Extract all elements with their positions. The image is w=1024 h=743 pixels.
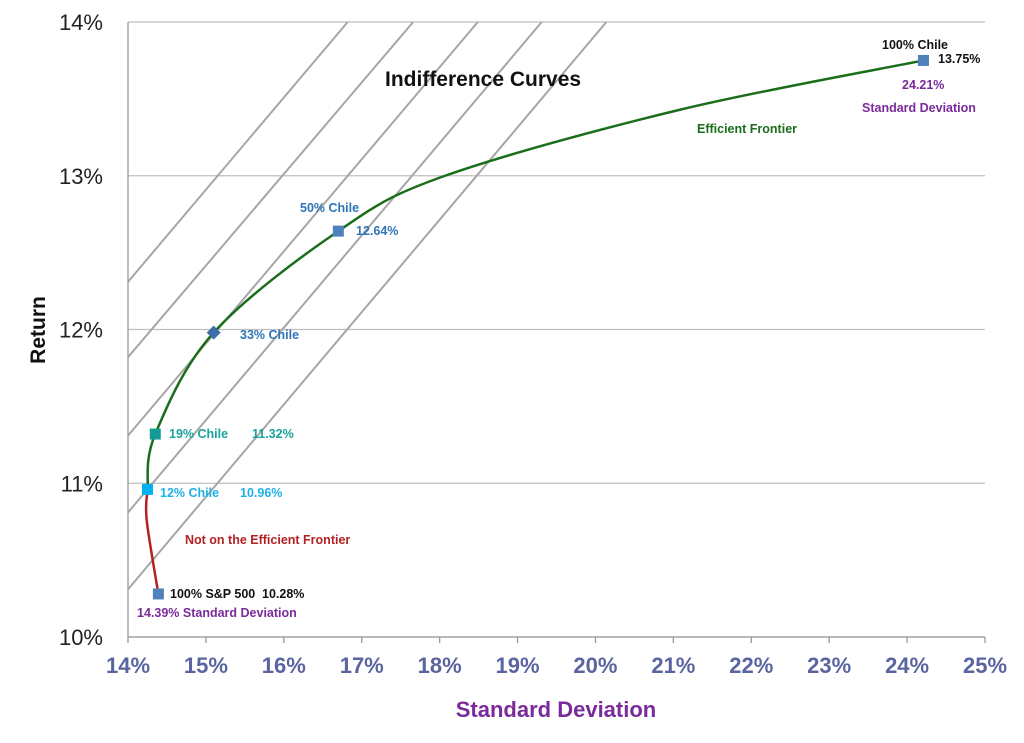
portfolio-marker	[152, 588, 164, 600]
indifference-curves-label: Indifference Curves	[385, 68, 581, 91]
y-tick-label: 13%	[59, 164, 103, 189]
chile50-label: 50% Chile	[300, 201, 359, 215]
portfolio-marker	[206, 325, 221, 340]
annotations: 100% S&P 500 10.28% 14.39% Standard Deviat…	[137, 38, 980, 620]
portfolio-marker	[332, 225, 344, 237]
y-axis-title: Return	[27, 296, 50, 364]
x-tick-label: 22%	[729, 653, 773, 678]
x-tick-label: 23%	[807, 653, 851, 678]
x-tick-label: 21%	[651, 653, 695, 678]
y-tick-label: 11%	[61, 471, 103, 496]
chile19-label: 19% Chile	[169, 427, 228, 441]
chile100-sd-label: Standard Deviation	[862, 101, 976, 115]
x-tick-label: 24%	[885, 653, 929, 678]
portfolio-marker	[141, 483, 153, 495]
x-tick-label: 18%	[418, 653, 462, 678]
portfolio-marker	[149, 428, 161, 440]
x-tick-label: 16%	[262, 653, 306, 678]
markers	[141, 54, 929, 600]
indifference-line	[127, 21, 479, 437]
chile12-return: 10.96%	[240, 486, 282, 500]
sp500-label: 100% S&P 500	[170, 587, 255, 601]
x-tick-label: 19%	[496, 653, 540, 678]
chile12-label: 12% Chile	[160, 486, 219, 500]
not-efficient-label: Not on the Efficient Frontier	[185, 533, 350, 547]
chile50-return: 12.64%	[356, 224, 398, 238]
y-tick-label: 14%	[59, 10, 103, 35]
x-axis-title: Standard Deviation	[456, 697, 656, 722]
efficient-frontier-label: Efficient Frontier	[697, 122, 797, 136]
indifference-lines	[127, 21, 608, 590]
inefficient-segment-curve	[144, 489, 160, 595]
x-tick-label: 17%	[340, 653, 384, 678]
chile100-label: 100% Chile	[882, 38, 948, 52]
x-tick-label: 20%	[573, 653, 617, 678]
chile33-label: 33% Chile	[240, 328, 299, 342]
sp500-return: 10.28%	[262, 587, 304, 601]
indifference-line	[127, 21, 608, 590]
sp500-sd: 14.39% Standard Deviation	[137, 606, 297, 620]
chile19-return: 11.32%	[252, 427, 294, 441]
indifference-line	[127, 21, 349, 283]
indifference-line	[127, 21, 543, 514]
efficient-frontier-curve	[146, 59, 924, 490]
x-tick-label: 15%	[184, 653, 228, 678]
y-tick-label: 12%	[59, 318, 103, 343]
y-tick-label: 10%	[59, 625, 103, 650]
axes: 10% 11% 12% 13% 14% 14% 15% 16% 17% 18% 19% 20% 21% 2…	[59, 10, 1007, 678]
x-tick-label: 25%	[963, 653, 1007, 678]
indifference-line	[127, 21, 414, 358]
chile100-sd: 24.21%	[902, 78, 944, 92]
portfolio-marker	[917, 54, 929, 66]
x-tick-label: 14%	[106, 653, 150, 678]
chile100-return: 13.75%	[938, 52, 980, 66]
frontier-curves	[144, 59, 924, 595]
